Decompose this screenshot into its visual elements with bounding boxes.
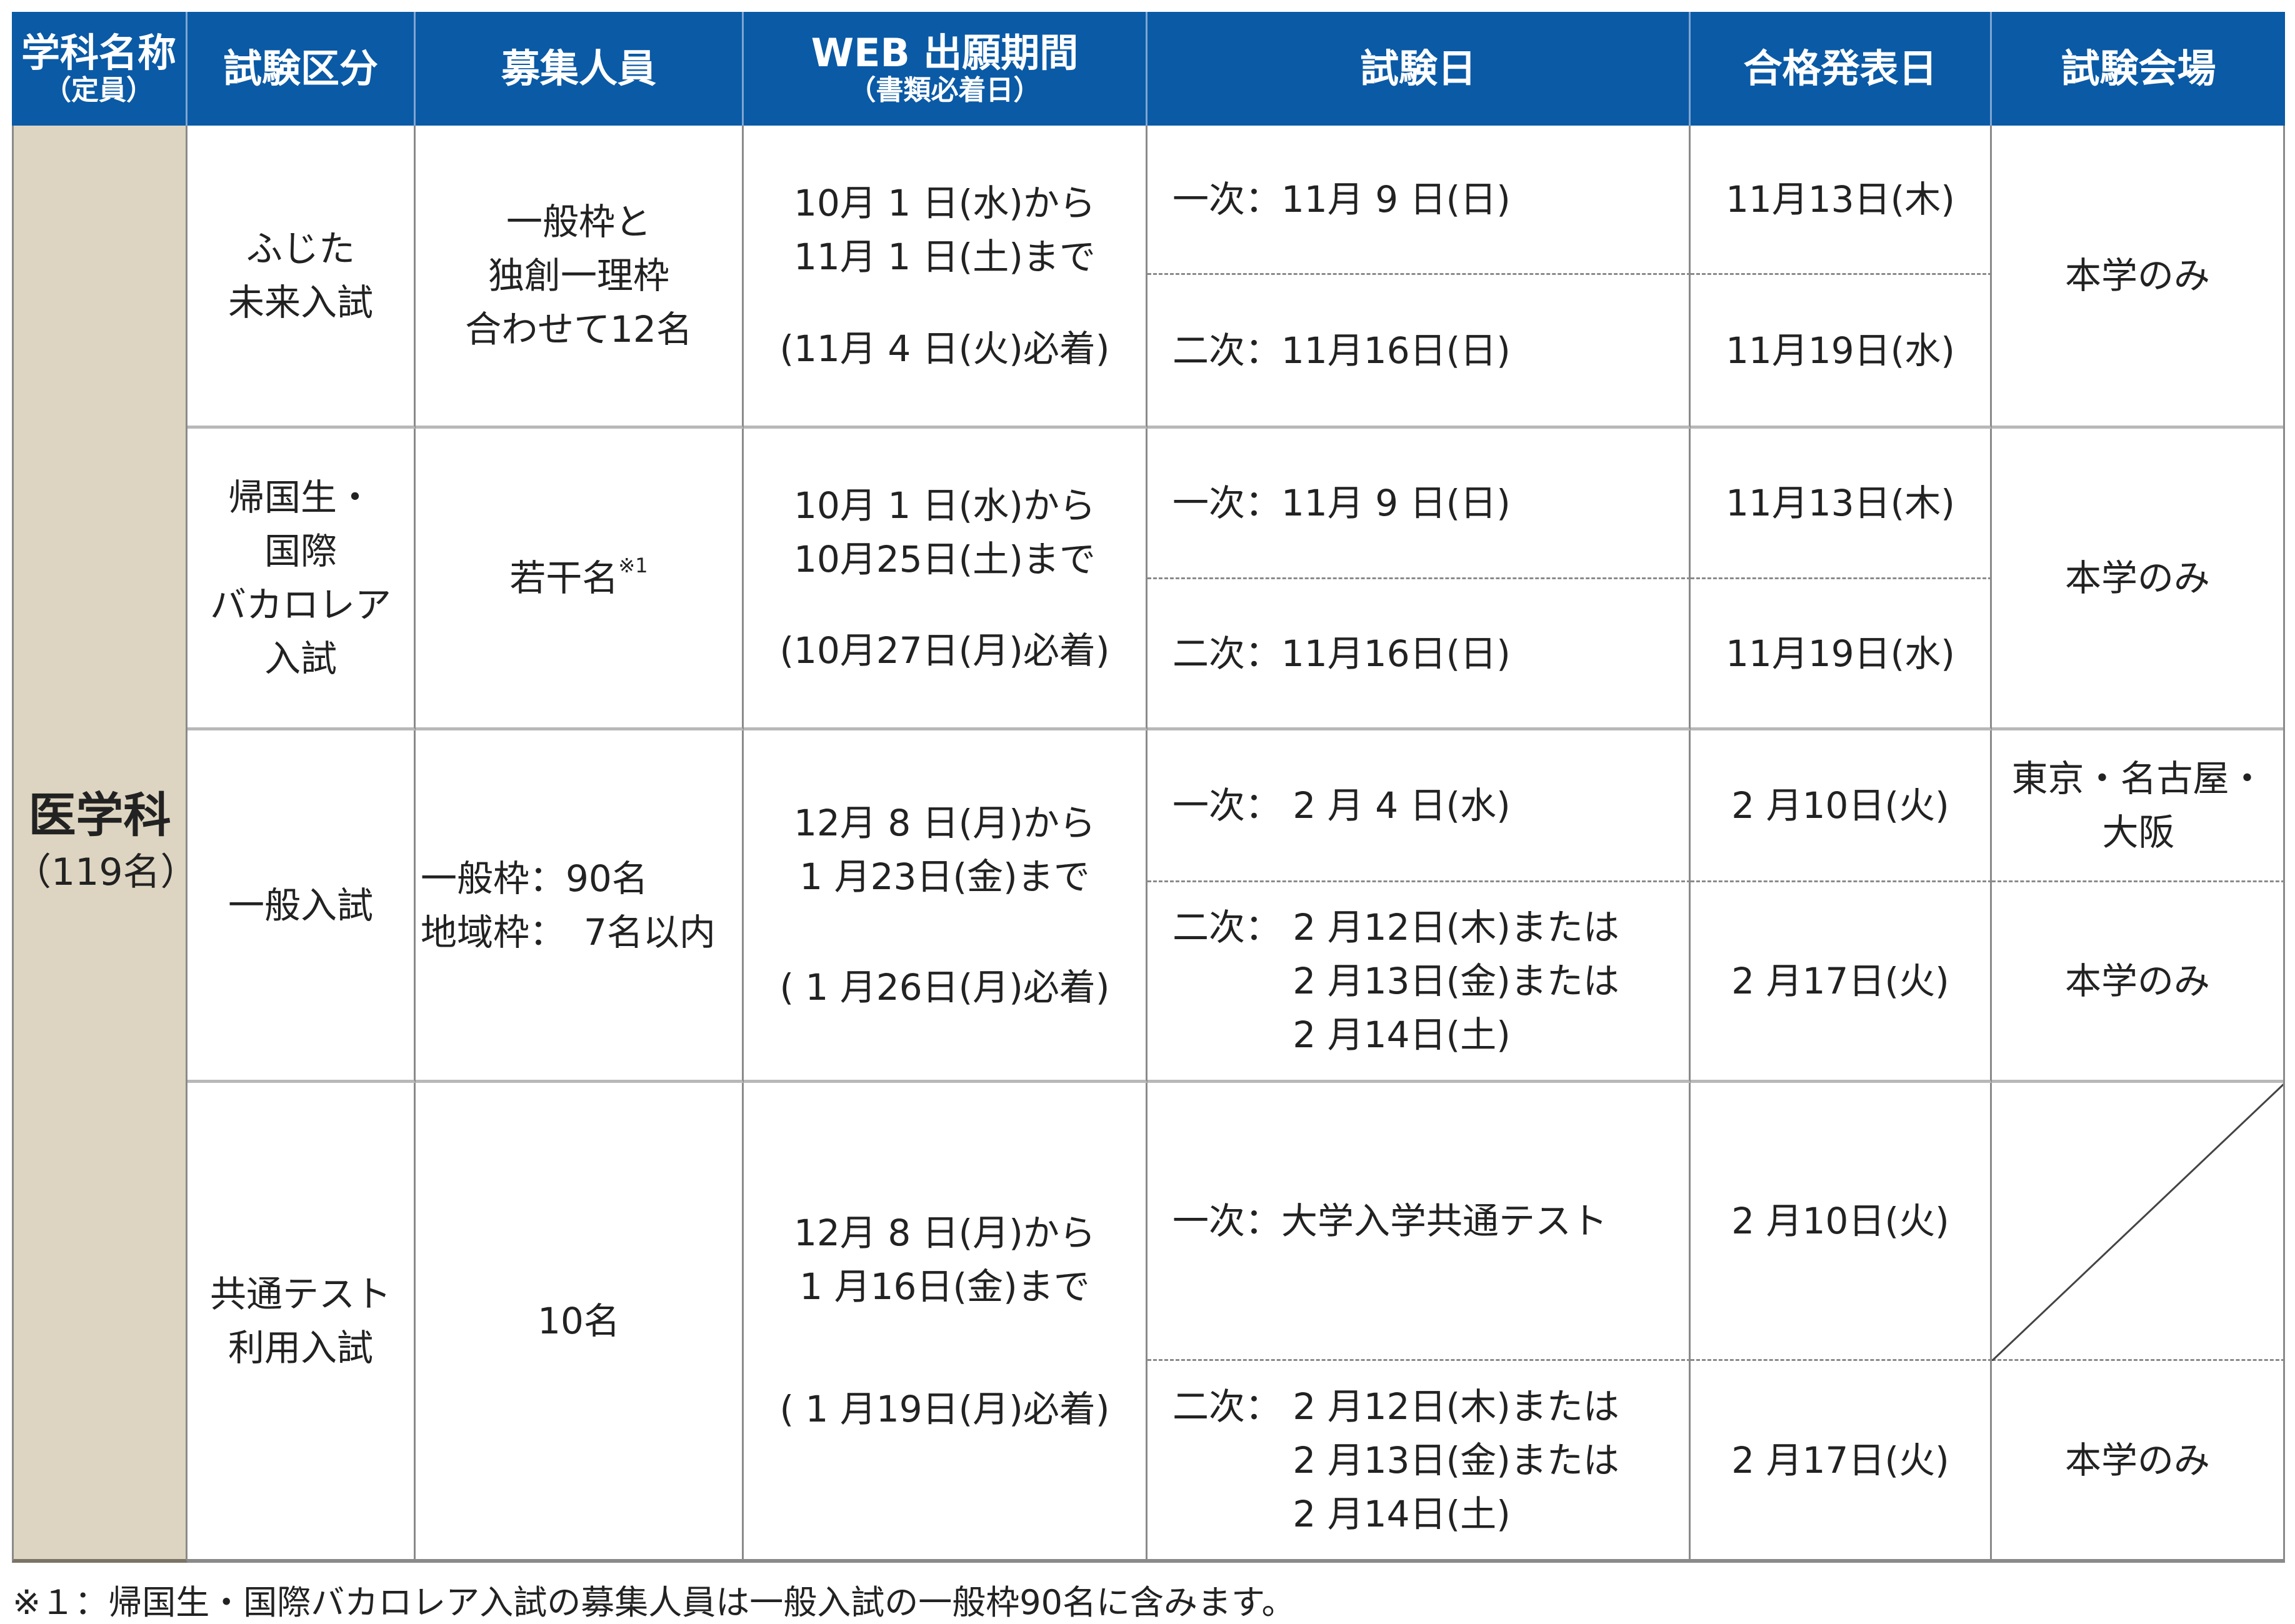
header-dept: 学科名称 （定員） (12, 12, 188, 126)
diagonal-slash (1992, 1083, 2285, 1361)
department-capacity: （119名） (14, 850, 198, 894)
row2-announce-2: 11月19日(水) (1691, 579, 1992, 730)
row2-type: 帰国生・ 国際 バカロレア 入試 (188, 429, 416, 730)
row1-announce-1: 11月13日(木) (1691, 126, 1992, 275)
row1-capacity: 一般枠と 独創一理枠 合わせて12名 (416, 126, 744, 429)
header-announce: 合格発表日 (1691, 12, 1992, 126)
row4-second-exam: 二次： 2 月12日(木)または 2 月13日(金)または 2 月14日(土) (1148, 1361, 1691, 1563)
row4-deadline: ( 1 月19日(月)必着) (779, 1388, 1110, 1430)
row3-period: 12月 8 日(月)から 1 月23日(金)まで ( 1 月26日(月)必着) (744, 730, 1148, 1083)
row3-capacity: 一般枠：90名 地域枠： 7名以内 (416, 730, 744, 1083)
row2-capacity-value: 若干名 (509, 557, 619, 599)
row4-first-exam: 一次：大学入学共通テスト (1148, 1083, 1691, 1361)
row1-first-exam: 一次：11月 9 日(日) (1148, 126, 1691, 275)
header-dept-label: 学科名称 (21, 30, 176, 76)
header-web-period-sub: （書類必着日） (848, 74, 1041, 106)
department-name: 医学科 (28, 787, 171, 843)
header-exam-date: 試験日 (1148, 12, 1691, 126)
row2-second-exam: 二次：11月16日(日) (1148, 579, 1691, 730)
row2-deadline: (10月27日(月)必着) (779, 629, 1110, 672)
row2-capacity: 若干名 ※1 (416, 429, 744, 730)
row2-period: 10月 1 日(水)から 10月25日(土)まで (10月27日(月)必着) (744, 429, 1148, 730)
row2-venue: 本学のみ (1992, 429, 2285, 730)
footnote: ※１：帰国生・国際バカロレア入試の募集人員は一般入試の一般枠90名に含みます。 (12, 1583, 1296, 1622)
row3-period-range: 12月 8 日(月)から 1 月23日(金)まで (794, 802, 1096, 899)
row1-period-range: 10月 1 日(水)から 11月 1 日(土)まで (794, 181, 1096, 278)
header-web-period: WEB 出願期間 （書類必着日） (744, 12, 1148, 126)
row3-venue-2: 本学のみ (1992, 882, 2285, 1083)
row2-announce-1: 11月13日(木) (1691, 429, 1992, 579)
row2-period-range: 10月 1 日(水)から 10月25日(土)まで (794, 484, 1096, 580)
row3-announce-2: 2 月17日(火) (1691, 882, 1992, 1083)
row2-capacity-note: ※1 (618, 554, 648, 577)
row1-second-exam: 二次：11月16日(日) (1148, 275, 1691, 429)
row3-deadline: ( 1 月26日(月)必着) (779, 965, 1110, 1009)
row1-period: 10月 1 日(水)から 11月 1 日(土)まで (11月 4 日(火)必着) (744, 126, 1148, 429)
header-dept-sub: （定員） (44, 74, 154, 106)
row4-period-range: 12月 8 日(月)から 1 月16日(金)まで (794, 1212, 1096, 1308)
row4-capacity: 10名 (416, 1083, 744, 1563)
row4-type: 共通テスト 利用入試 (188, 1083, 416, 1563)
header-exam-type: 試験区分 (188, 12, 416, 126)
header-venue: 試験会場 (1992, 12, 2285, 126)
row2-first-exam: 一次：11月 9 日(日) (1148, 429, 1691, 579)
row1-deadline: (11月 4 日(火)必着) (779, 327, 1110, 370)
department-cell: 医学科 （119名） (12, 126, 198, 1563)
row4-venue-1-empty (1992, 1083, 2285, 1361)
row4-announce-2: 2 月17日(火) (1691, 1361, 1992, 1563)
row1-venue: 本学のみ (1992, 126, 2285, 429)
row3-first-exam: 一次： 2 月 4 日(水) (1148, 730, 1691, 882)
row1-type: ふじた 未来入試 (188, 126, 416, 429)
row3-type: 一般入試 (188, 730, 416, 1083)
table-right-border (2283, 126, 2285, 1563)
row3-second-exam: 二次： 2 月12日(木)または 2 月13日(金)または 2 月14日(土) (1148, 882, 1691, 1083)
row4-period: 12月 8 日(月)から 1 月16日(金)まで ( 1 月19日(月)必着) (744, 1083, 1148, 1563)
row4-venue-2: 本学のみ (1992, 1361, 2285, 1563)
header-capacity: 募集人員 (416, 12, 744, 126)
row4-announce-1: 2 月10日(火) (1691, 1083, 1992, 1361)
row3-venue-1: 東京・名古屋・ 大阪 (1992, 730, 2285, 882)
row1-announce-2: 11月19日(水) (1691, 275, 1992, 429)
header-web-period-label: WEB 出願期間 (811, 30, 1079, 76)
row3-announce-1: 2 月10日(火) (1691, 730, 1992, 882)
